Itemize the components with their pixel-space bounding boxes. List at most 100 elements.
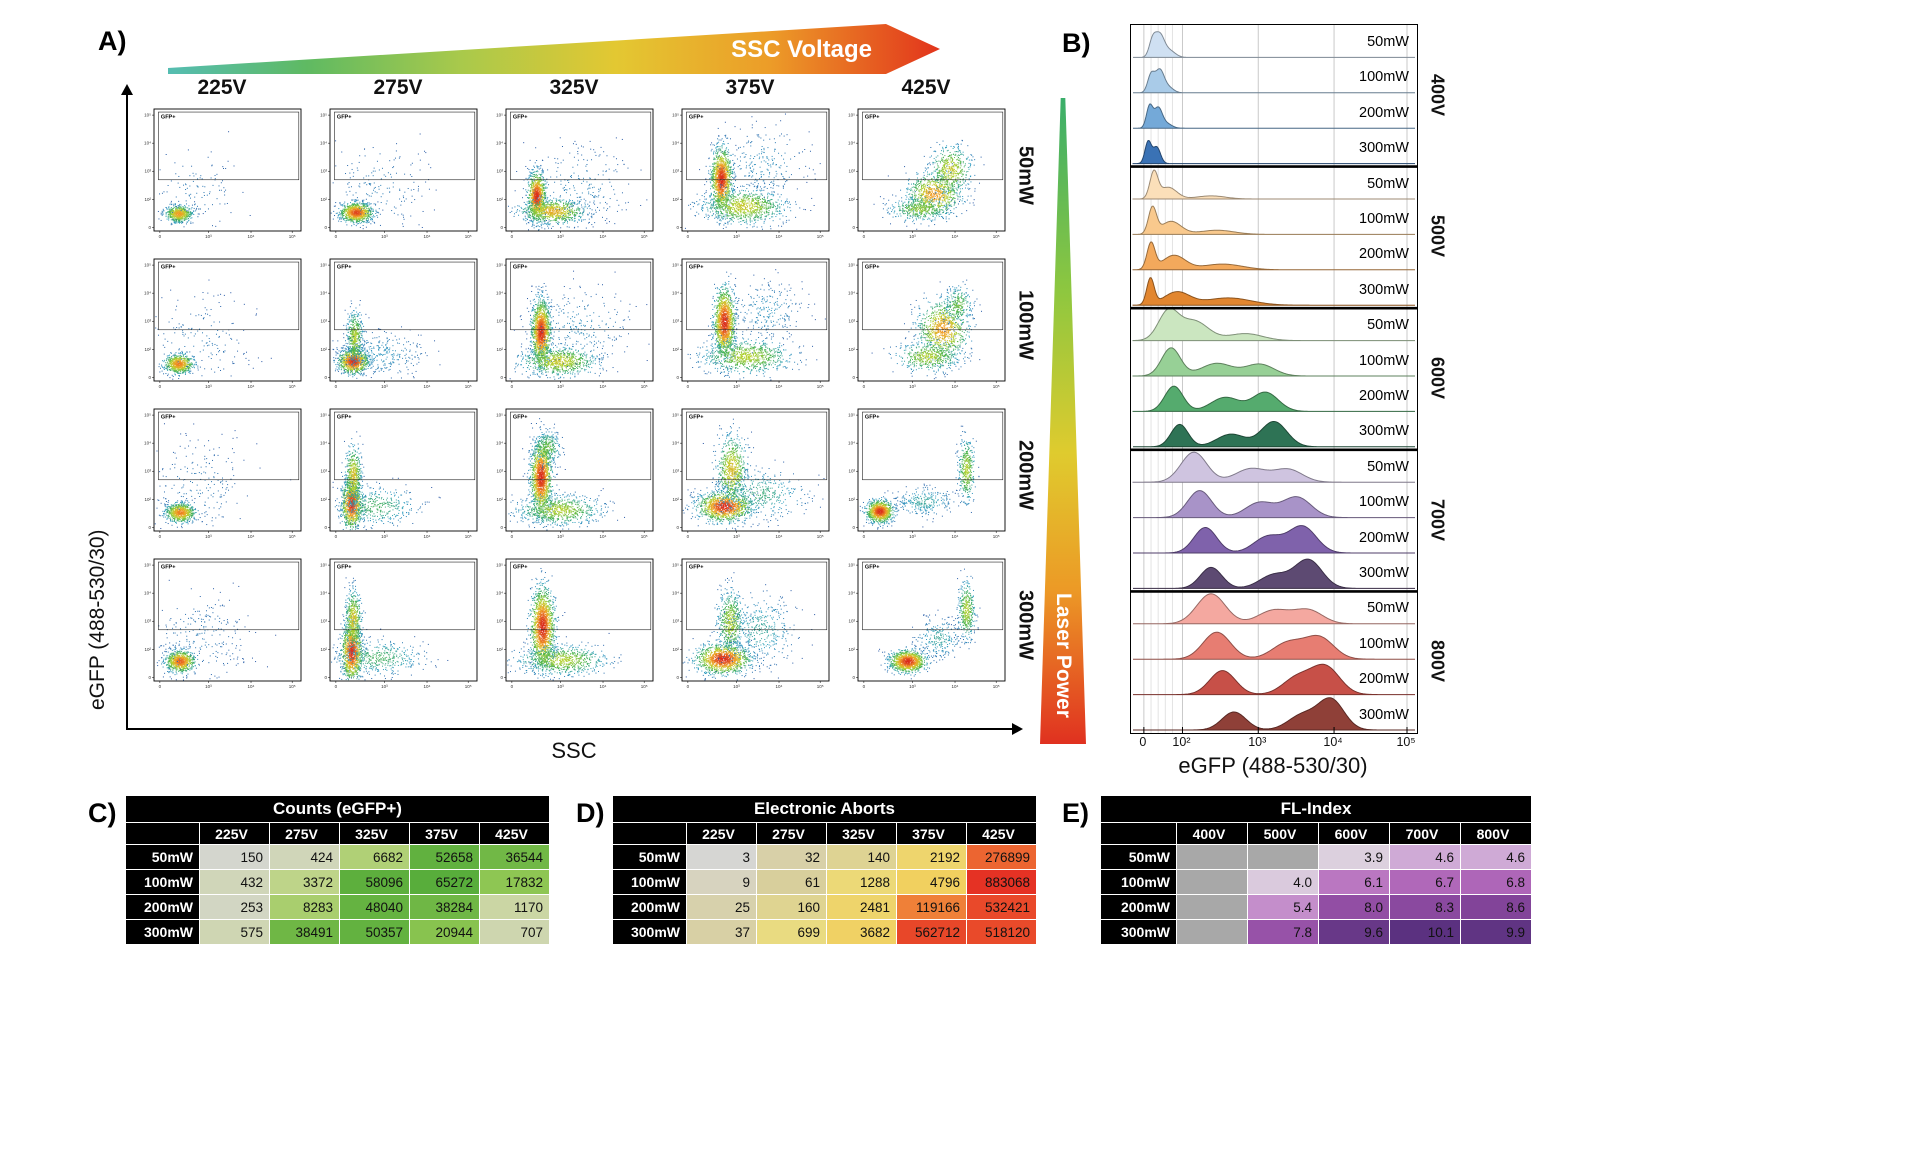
table-cell-200mW-275V: 160 — [756, 894, 827, 920]
hist-power-label-500V-50mW: 50mW — [1367, 175, 1409, 192]
hist-power-label-700V-300mW: 300mW — [1359, 565, 1409, 581]
flow-plot-375V-100mW — [668, 256, 832, 394]
flow-plot-canvas — [316, 256, 480, 394]
laser-power-gradient-label: Laser Power — [1052, 593, 1075, 718]
histogram-x-ticks: 0 10² 10³ 10⁴ 10⁵ — [1130, 735, 1416, 751]
table-cell-200mW-400V — [1176, 894, 1248, 920]
column-header-275V: 275V — [756, 822, 827, 845]
counts-egfp--table: Counts (eGFP+) 225V 275V 325V 375V 425V 50mW 15… — [125, 795, 550, 945]
table-cell-300mW-375V: 20944 — [409, 919, 480, 945]
table-cell-200mW-500V: 5.4 — [1247, 894, 1319, 920]
table-cell-50mW-425V: 276899 — [966, 844, 1037, 870]
hist-power-label-400V-50mW: 50mW — [1367, 34, 1409, 50]
hist-power-label-500V-200mW: 200mW — [1359, 246, 1409, 263]
table-cell-300mW-225V: 575 — [199, 919, 270, 945]
hist-voltage-label-500V: 500V — [1427, 215, 1448, 258]
table-cell-100mW-275V: 61 — [756, 869, 827, 895]
row-header-200mW: 200mW — [612, 894, 687, 920]
hist-x-tick-0: 0 — [1139, 735, 1147, 749]
table-cell-300mW-325V: 50357 — [339, 919, 410, 945]
table-cell-100mW-325V: 58096 — [339, 869, 410, 895]
column-header-425V: 425V — [966, 822, 1037, 845]
column-header-325V: 325V — [826, 822, 897, 845]
column-header-500V: 500V — [1247, 822, 1319, 845]
voltage-header-225V: 225V — [197, 76, 247, 99]
flow-plot-canvas — [492, 256, 656, 394]
hist-voltage-label-600V: 600V — [1427, 356, 1448, 399]
table-cell-50mW-275V: 32 — [756, 844, 827, 870]
table-cell-100mW-425V: 17832 — [479, 869, 550, 895]
hist-power-label-400V-100mW: 100mW — [1359, 69, 1409, 86]
ssc-voltage-gradient-arrow: SSC Voltage — [168, 24, 940, 74]
panel-a-label: A) — [98, 26, 127, 56]
flow-plot-canvas — [844, 556, 1008, 694]
table-cell-50mW-600V: 3.9 — [1318, 844, 1390, 870]
power-label-50mW: 50mW — [1014, 145, 1037, 205]
hist-power-label-800V-300mW: 300mW — [1359, 706, 1409, 723]
flow-plot-425V-200mW — [844, 406, 1008, 544]
flow-plot-275V-50mW — [316, 106, 480, 244]
hist-voltage-label-700V: 700V — [1427, 498, 1448, 541]
panel-e-label: E) — [1062, 798, 1089, 828]
flow-plot-425V-100mW — [844, 256, 1008, 394]
hist-voltage-label-800V: 800V — [1427, 640, 1448, 683]
flow-plot-canvas — [492, 556, 656, 694]
panel-b-label: B) — [1062, 28, 1091, 58]
table-cell-300mW-800V: 9.9 — [1460, 919, 1532, 945]
table-cell-100mW-500V: 4.0 — [1247, 869, 1319, 895]
table-cell-50mW-375V: 52658 — [409, 844, 480, 870]
column-header-225V: 225V — [199, 822, 270, 845]
table-title: Electronic Aborts — [612, 795, 1037, 823]
flow-plot-375V-200mW — [668, 406, 832, 544]
hist-power-label-800V-200mW: 200mW — [1359, 671, 1409, 688]
flow-plot-canvas — [316, 556, 480, 694]
hist-power-label-600V-200mW: 200mW — [1359, 388, 1409, 404]
flow-plot-225V-100mW — [140, 256, 304, 394]
table-cell-50mW-225V: 3 — [686, 844, 757, 870]
flow-plot-225V-300mW — [140, 556, 304, 694]
voltage-header-325V: 325V — [549, 76, 599, 99]
flow-plot-canvas — [140, 556, 304, 694]
hist-power-label-700V-50mW: 50mW — [1367, 458, 1409, 475]
ssc-voltage-gradient-label: SSC Voltage — [731, 36, 872, 63]
table-cell-50mW-425V: 36544 — [479, 844, 550, 870]
hist-power-label-400V-300mW: 300mW — [1359, 140, 1409, 157]
table-cell-50mW-700V: 4.6 — [1389, 844, 1461, 870]
scatter-plot-grid — [140, 106, 1020, 706]
hist-power-label-700V-100mW: 100mW — [1359, 494, 1409, 511]
hist-voltage-label-400V: 400V — [1427, 73, 1448, 116]
histogram-canvas — [1131, 25, 1417, 733]
table-cell-300mW-600V: 9.6 — [1318, 919, 1390, 945]
x-axis-label: SSC — [551, 738, 597, 763]
flow-plot-canvas — [492, 406, 656, 544]
table-cell-200mW-375V: 38284 — [409, 894, 480, 920]
flow-plot-canvas — [668, 106, 832, 244]
table-cell-50mW-800V: 4.6 — [1460, 844, 1532, 870]
flow-plot-canvas — [844, 406, 1008, 544]
column-header-375V: 375V — [409, 822, 480, 845]
table-corner-cell — [1100, 822, 1177, 845]
table-cell-200mW-800V: 8.6 — [1460, 894, 1532, 920]
table-cell-300mW-375V: 562712 — [896, 919, 967, 945]
table-cell-50mW-375V: 2192 — [896, 844, 967, 870]
table-cell-200mW-425V: 1170 — [479, 894, 550, 920]
table-cell-50mW-275V: 424 — [269, 844, 340, 870]
table-cell-200mW-425V: 532421 — [966, 894, 1037, 920]
column-header-425V: 425V — [479, 822, 550, 845]
row-header-100mW: 100mW — [125, 869, 200, 895]
table-cell-200mW-375V: 119166 — [896, 894, 967, 920]
hist-power-label-700V-200mW: 200mW — [1359, 529, 1409, 546]
table-cell-200mW-275V: 8283 — [269, 894, 340, 920]
flow-plot-canvas — [492, 106, 656, 244]
hist-power-label-800V-100mW: 100mW — [1359, 635, 1409, 652]
row-header-200mW: 200mW — [1100, 894, 1177, 920]
row-header-100mW: 100mW — [1100, 869, 1177, 895]
table-cell-200mW-325V: 2481 — [826, 894, 897, 920]
row-header-300mW: 300mW — [125, 919, 200, 945]
row-header-50mW: 50mW — [612, 844, 687, 870]
table-cell-100mW-425V: 883068 — [966, 869, 1037, 895]
y-axis-line — [126, 94, 128, 730]
table-cell-100mW-375V: 65272 — [409, 869, 480, 895]
flow-plot-325V-200mW — [492, 406, 656, 544]
table-cell-300mW-225V: 37 — [686, 919, 757, 945]
